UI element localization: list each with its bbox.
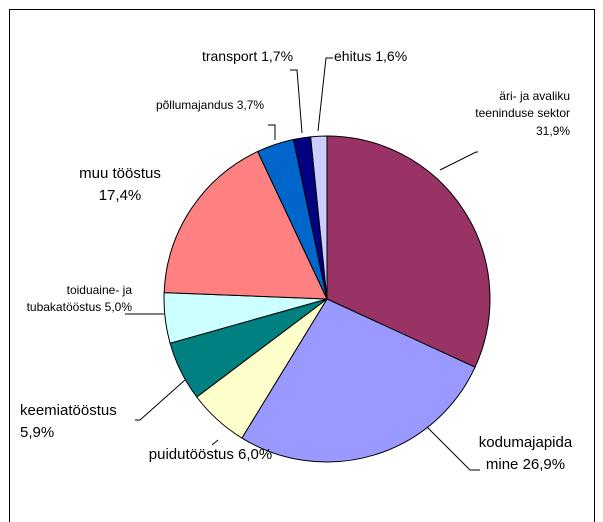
slice-label: puidutööstus 6,0% [148, 444, 273, 466]
slice-label: ehitus 1,6% [334, 46, 454, 66]
category-label: põllumajandus [155, 98, 234, 112]
leader-line [268, 124, 276, 140]
value-label: 1,7% [261, 48, 294, 64]
slice-label: keemiatööstus 5,9% [20, 400, 130, 444]
slice-label: äri- ja avaliku teeninduse sektor 31,9% [455, 88, 570, 140]
value-label: 26,9% [522, 455, 566, 473]
slice-label: toiduaine- ja tubakatööstus 5,0% [10, 282, 132, 317]
pie [163, 135, 491, 463]
category-label: transport [201, 48, 258, 64]
pie-slice [241, 298, 476, 463]
category-label: toiduaine- ja tubakatööstus [26, 283, 132, 315]
value-label: 17,4% [98, 186, 142, 204]
category-label: äri- ja avaliku teeninduse sektor [475, 89, 570, 121]
value-label: 6,0% [238, 446, 273, 463]
category-label: ehitus [334, 48, 372, 64]
leader-line [290, 69, 303, 134]
leader-lines [125, 57, 480, 471]
category-label: kodumajapidamine [478, 434, 573, 473]
value-label: 31,9% [535, 123, 570, 138]
slice-label: kodumajapidamine 26,9% [478, 432, 573, 476]
value-label: 5,0% [104, 300, 132, 315]
leader-line [135, 379, 186, 421]
slice-label: transport 1,7% [200, 46, 295, 66]
category-label: keemiatööstus [20, 402, 117, 419]
slice-label: põllumajandus 3,7% [150, 97, 270, 114]
leader-line [419, 419, 480, 471]
leader-line [211, 439, 219, 446]
slice-label: muu tööstus 17,4% [60, 163, 180, 207]
leader-line [317, 57, 333, 132]
pie-slice [310, 135, 328, 300]
value-label: 5,9% [20, 423, 55, 441]
value-label: 1,6% [375, 48, 408, 64]
pie-slice [326, 135, 491, 368]
category-label: muu tööstus [79, 165, 161, 182]
value-label: 3,7% [236, 98, 265, 112]
category-label: puidutööstus [148, 446, 234, 463]
leader-line [439, 151, 478, 171]
pie-slice [163, 150, 328, 300]
